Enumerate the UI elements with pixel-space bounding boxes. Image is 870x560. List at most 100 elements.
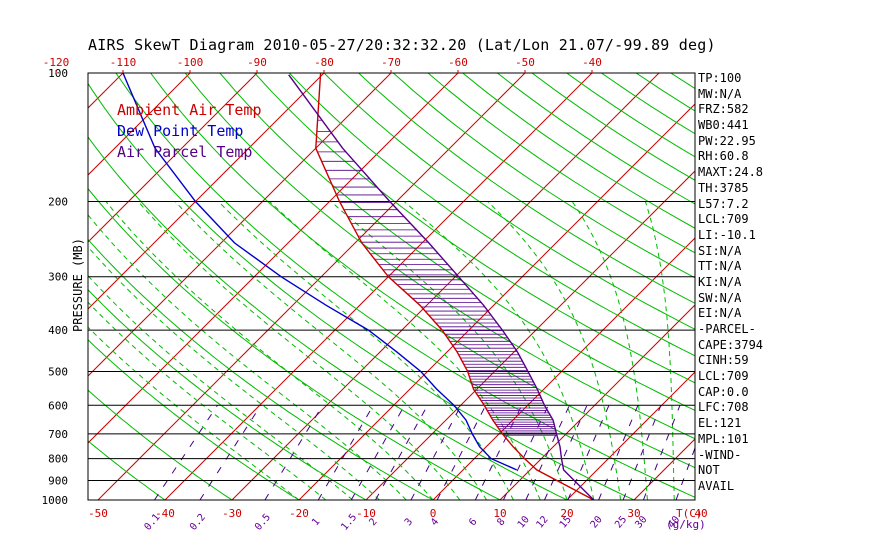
side-panel-entry: EI:N/A [698,306,742,321]
mixing-ratio-line [474,405,523,500]
side-panel-entry: PW:22.95 [698,133,756,148]
moist-adiabat [403,201,595,500]
side-panel-entry: EL:121 [698,416,742,431]
top-temp-tick-label: -110 [110,56,137,69]
top-temp-tick-label: -80 [314,56,334,69]
bottom-temp-tick-label: -20 [289,507,309,520]
dry-adiabat [88,440,166,500]
mixing-ratio-line [525,405,570,500]
pressure-tick-label: 900 [48,474,68,487]
legend-parcel: Air Parcel Temp [117,143,253,161]
side-panel-entry: LI:-10.1 [698,227,756,242]
top-temp-tick-label: -70 [381,56,401,69]
moist-adiabat [105,201,434,500]
side-panel-entry: NOT [698,463,720,478]
isotherm [88,73,325,310]
pressure-tick-label: 300 [48,271,68,284]
isotherm [88,73,459,444]
mixing-ratio-line [350,405,405,500]
dry-adiabat [219,73,695,412]
legend-ambient: Ambient Air Temp [117,101,262,119]
dry-adiabat [88,389,233,500]
side-panel-entry: TT:N/A [698,259,742,274]
moist-adiabat [487,201,622,500]
pressure-tick-label: 700 [48,428,68,441]
isotherm [298,103,695,500]
legend: Ambient Air Temp Dew Point Temp Air Parc… [117,100,262,163]
moist-adiabat [218,201,514,500]
isotherm [432,237,695,500]
series-air-parcel-temp [288,74,595,500]
side-panel-entry: WB0:441 [698,118,749,133]
pressure-tick-label: 600 [48,399,68,412]
side-panel-entry: FRZ:582 [698,102,749,117]
top-temp-tick-label: -90 [247,56,267,69]
side-panel-entry: CAPE:3794 [698,337,764,352]
isotherm [88,73,191,176]
isotherm [566,371,695,500]
bottom-temp-tick-label: -30 [222,507,242,520]
dry-adiabat [427,73,695,254]
dry-adiabat [88,238,434,500]
moist-adiabat [88,326,300,500]
dry-adiabat [497,73,695,205]
series-ambient-air-temp [315,73,595,500]
mixing-ratio-tick-label: 20 [589,514,605,530]
side-panel-entry: SW:N/A [698,290,742,305]
side-panel-entry: -PARCEL- [698,322,756,336]
mixing-ratio-tick-label: 3 [403,517,415,529]
isotherm [499,304,695,500]
mixing-ratio-line [436,405,487,500]
stability-indices-panel: TP:100 MW:N/A FRZ:582 WB0:441 PW:22.95 RH:60.… [698,71,763,495]
dry-adiabat [288,73,695,357]
dry-adiabat [88,136,568,500]
cape-hatching [316,119,557,436]
isotherm [835,73,870,500]
chart-title: AIRS SkewT Diagram 2010-05-27/20:32:32.2… [88,36,716,54]
mixing-ratio-tick-label: 2 [367,517,379,529]
dry-adiabat [88,82,635,500]
dry-adiabat [254,73,695,384]
mixing-ratio-line [375,405,428,500]
dry-adiabat [462,73,695,229]
side-panel-entry: RH:60.8 [698,149,749,164]
side-panel-entry: TP:100 [698,71,742,85]
dry-adiabat [88,339,300,500]
pressure-tick-label: 200 [48,196,68,209]
side-panel-entry: -WIND- [698,447,742,462]
moist-adiabat [88,246,380,500]
mixing-ratio-line [154,404,218,500]
mixing-ratio-tick-label: 1 [310,517,322,529]
profile-lines [122,73,595,500]
mixing-ratio-line [567,405,610,500]
pressure-tick-label: 100 [48,67,68,80]
grid-lines [88,73,870,500]
mixing-ratio-line [317,405,374,500]
dry-adiabat [323,73,695,330]
bottom-temp-tick-label: -40 [155,507,175,520]
mixing-ratio-line [675,446,695,500]
bottom-temp-tick-label: 30 [627,507,640,520]
bottom-temp-tick-label: 0 [430,507,437,520]
dry-adiabat [88,187,501,500]
bottom-temp-tick-label: 10 [493,507,506,520]
mixing-ratio-tick-label: 4 [429,517,441,529]
side-panel-entry: AVAIL [698,478,735,493]
mixing-ratio-line [598,405,639,500]
dry-adiabat [392,73,695,279]
moist-adiabat [269,201,541,500]
mixing-ratio-line [642,405,681,500]
pressure-tick-label: 800 [48,453,68,466]
top-temp-tick-label: -50 [515,56,535,69]
bottom-temp-tick-label: 20 [560,507,573,520]
top-temp-tick-label: -120 [43,56,70,69]
side-panel-entry: L57:7.2 [698,196,749,211]
isotherm [88,73,392,377]
mixing-ratio-line [502,405,549,500]
isotherm [88,73,258,243]
side-panel-entry: LCL:709 [698,212,749,227]
top-temp-tick-label: -100 [177,56,204,69]
top-temp-tick-label: -40 [582,56,602,69]
